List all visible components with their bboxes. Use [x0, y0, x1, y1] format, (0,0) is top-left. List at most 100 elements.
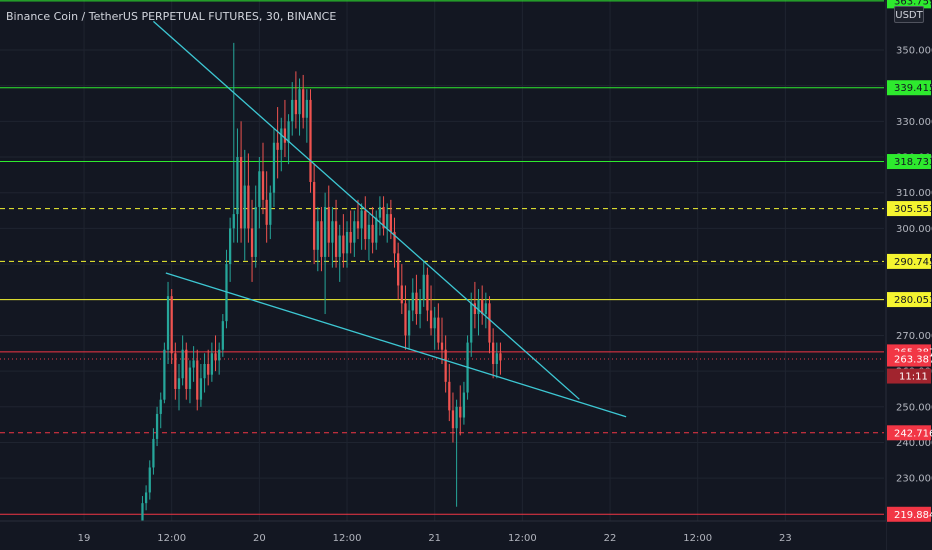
candle-body: [170, 296, 173, 354]
candle-body: [415, 292, 418, 315]
trendline-upper[interactable]: [152, 20, 580, 400]
candle: [316, 206, 319, 272]
candle: [141, 496, 144, 525]
price-tick-label: 240.000: [896, 438, 932, 449]
candle-body: [316, 221, 319, 250]
price-tick-label: 310.000: [896, 188, 932, 199]
candle: [272, 128, 276, 207]
candle-body: [367, 224, 371, 240]
candle-body: [389, 214, 392, 232]
candle: [499, 342, 502, 375]
candle-body: [473, 303, 477, 315]
candle-body: [276, 142, 279, 150]
candle-body: [221, 321, 224, 350]
candle-body: [174, 353, 177, 389]
candle-body: [192, 360, 195, 368]
level-price-badge: 242.716: [887, 425, 932, 441]
candle-body: [429, 310, 433, 329]
candle-body: [477, 299, 480, 315]
candle-body: [232, 214, 235, 229]
candle: [444, 335, 447, 393]
trendline-lower[interactable]: [165, 272, 627, 418]
candle-body: [298, 89, 301, 115]
candle-body: [418, 299, 422, 315]
candle-body: [291, 99, 294, 122]
candle: [298, 78, 301, 136]
candle: [462, 381, 466, 425]
time-tick-label: 19: [78, 533, 91, 544]
candle-body: [331, 221, 334, 243]
candle: [196, 349, 199, 411]
price-badge-bg: [887, 80, 931, 96]
candle: [345, 221, 349, 268]
candle: [207, 349, 210, 386]
candle-body: [272, 142, 276, 193]
price-axis[interactable]: 230.000240.000250.000260.000270.000280.0…: [885, 0, 932, 550]
candle: [371, 206, 374, 254]
candle: [155, 406, 159, 447]
candle: [495, 342, 498, 379]
level-price-badge: 339.415: [887, 80, 932, 96]
symbol-title: Binance Coin / TetherUS PERPETUAL FUTURE…: [6, 10, 336, 23]
candle: [488, 296, 491, 354]
price-badge-text: 280.053: [894, 295, 932, 306]
level-price-badge: 290.745: [887, 253, 932, 269]
candle-body: [488, 303, 491, 343]
currency-selector[interactable]: USDT: [894, 6, 924, 23]
trendlines[interactable]: [152, 20, 627, 418]
candle: [170, 289, 173, 364]
candle-body: [400, 285, 403, 304]
candle: [214, 335, 217, 372]
candle-body: [495, 353, 498, 364]
candle: [174, 342, 177, 400]
candle-body: [327, 206, 330, 243]
candle: [302, 74, 305, 129]
candle-body: [163, 349, 166, 400]
countdown-text: 11:11: [899, 372, 928, 383]
price-tick-label: 230.000: [896, 474, 932, 485]
candle: [356, 199, 360, 240]
candle: [276, 107, 279, 179]
candle: [411, 278, 414, 322]
candle: [218, 342, 221, 375]
candle-body: [320, 221, 323, 257]
candle-body: [294, 99, 298, 115]
candle-body: [448, 381, 451, 411]
candle: [342, 214, 345, 268]
candle: [492, 328, 495, 379]
candle: [203, 353, 206, 393]
candle-body: [375, 217, 378, 243]
candle: [477, 289, 480, 336]
price-badge-bg: [887, 253, 931, 269]
candle-body: [459, 406, 462, 418]
current-price-badge: 263.387: [887, 351, 932, 367]
candle-body: [302, 89, 305, 118]
candle-body: [250, 228, 254, 257]
candle-body: [393, 231, 396, 254]
candle-body: [349, 231, 352, 243]
price-tick-label: 270.000: [896, 331, 932, 342]
price-badge-bg: [887, 292, 931, 308]
candle: [294, 71, 298, 129]
candle: [309, 89, 312, 193]
candle: [367, 214, 371, 261]
candle-body: [342, 235, 345, 254]
price-badge-bg: [887, 0, 931, 9]
candle-body: [254, 206, 257, 257]
candle: [353, 210, 356, 257]
candle: [188, 360, 192, 404]
candle-body: [181, 349, 184, 379]
level-price-badge: 219.884: [887, 506, 932, 522]
candle: [265, 171, 268, 243]
candle-body: [177, 378, 181, 389]
candle-body: [422, 274, 425, 300]
time-axis[interactable]: 19 12:00 20 12:00 21 12:00 22 12:00 23: [0, 520, 886, 550]
candle-body: [239, 157, 243, 229]
candle-body: [382, 206, 385, 229]
candle-body: [455, 406, 458, 429]
candle: [320, 206, 323, 272]
candle-body: [166, 296, 170, 350]
candle-body: [338, 235, 341, 257]
